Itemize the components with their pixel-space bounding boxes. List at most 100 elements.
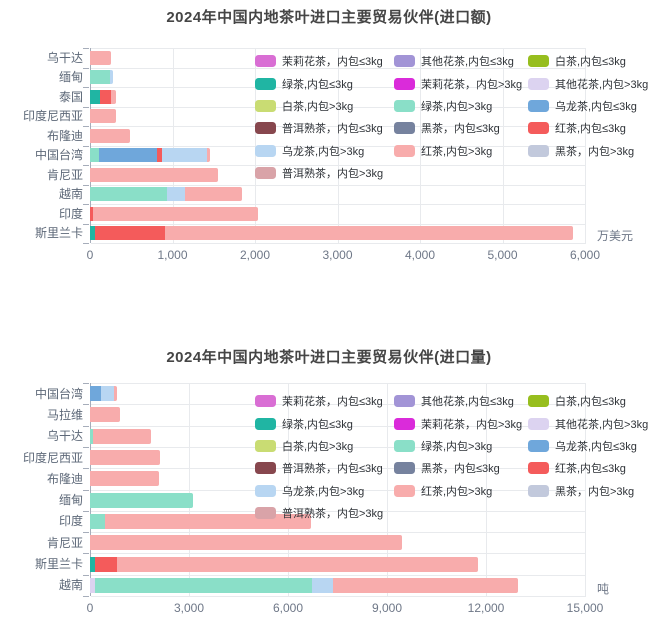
legend-item[interactable]: 绿茶,内包≤3kg <box>255 72 394 94</box>
legend-label: 其他花茶,内包>3kg <box>555 418 649 431</box>
grid-line-horizontal <box>91 447 586 448</box>
category-label: 乌干达 <box>46 50 83 65</box>
bar-segment[interactable] <box>333 577 518 593</box>
x-tick-label: 3,000 <box>322 248 353 262</box>
legend-item[interactable]: 茉莉花茶，内包>3kg <box>394 72 528 94</box>
grid-line-vertical <box>585 383 586 596</box>
bar-segment[interactable] <box>94 577 313 593</box>
bar-segment[interactable] <box>90 148 100 163</box>
legend-swatch <box>255 167 276 180</box>
x-tick-label: 9,000 <box>371 601 403 615</box>
y-axis-tick <box>83 126 89 127</box>
legend-swatch <box>255 395 276 408</box>
bar-segment[interactable] <box>184 187 242 202</box>
legend-item[interactable]: 其他花茶,内包≤3kg <box>394 50 528 72</box>
legend-item[interactable]: 茉莉花茶，内包>3kg <box>394 412 528 434</box>
legend-label: 绿茶,内包≤3kg <box>282 78 353 91</box>
bar-segment[interactable] <box>90 109 117 124</box>
bar-segment[interactable] <box>90 513 105 529</box>
category-label: 越南 <box>58 187 83 202</box>
bar-segment[interactable] <box>90 471 160 487</box>
bar-segment[interactable] <box>99 148 157 163</box>
legend-item[interactable]: 红茶,内包>3kg <box>394 480 528 502</box>
legend-item[interactable]: 乌龙茶,内包>3kg <box>255 140 394 162</box>
bar-segment[interactable] <box>90 556 95 572</box>
legend-item[interactable]: 绿茶,内包>3kg <box>394 435 528 457</box>
grid-line-vertical <box>189 383 190 596</box>
bar-row <box>90 577 518 593</box>
legend-label: 红茶,内包≤3kg <box>555 123 626 136</box>
legend-swatch <box>255 77 276 90</box>
bar-segment[interactable] <box>90 50 111 65</box>
y-axis-tick <box>83 107 89 108</box>
legend-item[interactable]: 红茶,内包>3kg <box>394 140 528 162</box>
bar-segment[interactable] <box>93 206 259 221</box>
bar-segment[interactable] <box>161 148 208 163</box>
legend-swatch <box>528 144 549 157</box>
legend-item[interactable]: 红茶,内包≤3kg <box>528 457 648 479</box>
legend-item[interactable]: 黑茶，内包≤3kg <box>394 117 528 139</box>
bar-segment[interactable] <box>90 577 95 593</box>
legend-item[interactable]: 黑茶，内包≤3kg <box>394 457 528 479</box>
legend-item[interactable]: 白茶,内包≤3kg <box>528 390 648 412</box>
legend-item[interactable]: 普洱熟茶，内包>3kg <box>255 162 394 184</box>
bar-segment[interactable] <box>90 187 167 202</box>
legend-item[interactable]: 黑茶，内包>3kg <box>528 140 648 162</box>
bar-segment[interactable] <box>110 70 114 85</box>
bar-segment[interactable] <box>117 556 479 572</box>
legend-item[interactable]: 普洱熟茶，内包≤3kg <box>255 457 394 479</box>
bar-segment[interactable] <box>111 89 116 104</box>
bar-segment[interactable] <box>113 386 118 402</box>
bar-segment[interactable] <box>156 148 162 163</box>
legend-swatch <box>394 122 415 135</box>
legend-item[interactable]: 白茶,内包>3kg <box>255 95 394 117</box>
bar-segment[interactable] <box>100 386 114 402</box>
legend-item[interactable]: 乌龙茶,内包≤3kg <box>528 95 648 117</box>
legend-swatch <box>528 417 549 430</box>
legend-item[interactable]: 其他花茶,内包>3kg <box>528 412 648 434</box>
bar-segment[interactable] <box>90 492 193 508</box>
legend-item[interactable]: 茉莉花茶，内包≤3kg <box>255 50 394 72</box>
bar-segment[interactable] <box>90 428 93 444</box>
bar-segment[interactable] <box>99 89 112 104</box>
grid-line-horizontal <box>91 48 586 49</box>
bar-segment[interactable] <box>90 70 111 85</box>
bar-segment[interactable] <box>312 577 334 593</box>
x-tick-label: 4,000 <box>404 248 436 262</box>
legend-item[interactable]: 绿茶,内包>3kg <box>394 95 528 117</box>
legend-label: 黑茶，内包≤3kg <box>421 463 500 476</box>
grid-line-horizontal <box>91 68 586 69</box>
bar-segment[interactable] <box>90 128 130 143</box>
bar-segment[interactable] <box>207 148 211 163</box>
category-label: 斯里兰卡 <box>34 557 83 572</box>
bar-segment[interactable] <box>90 206 94 221</box>
bar-segment[interactable] <box>90 450 160 466</box>
legend-item[interactable]: 其他花茶,内包>3kg <box>528 72 648 94</box>
legend-label: 黑茶，内包≤3kg <box>421 123 500 136</box>
legend-item[interactable]: 茉莉花茶，内包≤3kg <box>255 390 394 412</box>
legend-item[interactable]: 红茶,内包≤3kg <box>528 117 648 139</box>
bar-segment[interactable] <box>90 407 120 423</box>
legend-item[interactable]: 绿茶,内包≤3kg <box>255 412 394 434</box>
bar-row <box>90 226 574 241</box>
bar-segment[interactable] <box>94 556 118 572</box>
legend-item[interactable]: 普洱熟茶，内包≤3kg <box>255 117 394 139</box>
bar-segment[interactable] <box>90 89 100 104</box>
bar-segment[interactable] <box>166 187 185 202</box>
bar-segment[interactable] <box>90 167 218 182</box>
bar-segment[interactable] <box>90 386 101 402</box>
bar-segment[interactable] <box>90 226 95 241</box>
bar-segment[interactable] <box>94 226 166 241</box>
legend-item[interactable]: 白茶,内包≤3kg <box>528 50 648 72</box>
legend-label: 其他花茶,内包≤3kg <box>421 396 514 409</box>
bar-segment[interactable] <box>165 226 574 241</box>
legend-item[interactable]: 黑茶，内包>3kg <box>528 480 648 502</box>
bar-segment[interactable] <box>92 428 152 444</box>
legend-item[interactable]: 其他花茶,内包≤3kg <box>394 390 528 412</box>
legend-swatch <box>528 395 549 408</box>
legend-item[interactable]: 乌龙茶,内包>3kg <box>255 480 394 502</box>
legend-item[interactable]: 普洱熟茶，内包>3kg <box>255 502 394 524</box>
legend-item[interactable]: 白茶,内包>3kg <box>255 435 394 457</box>
legend-item[interactable]: 乌龙茶,内包≤3kg <box>528 435 648 457</box>
bar-segment[interactable] <box>90 535 402 551</box>
